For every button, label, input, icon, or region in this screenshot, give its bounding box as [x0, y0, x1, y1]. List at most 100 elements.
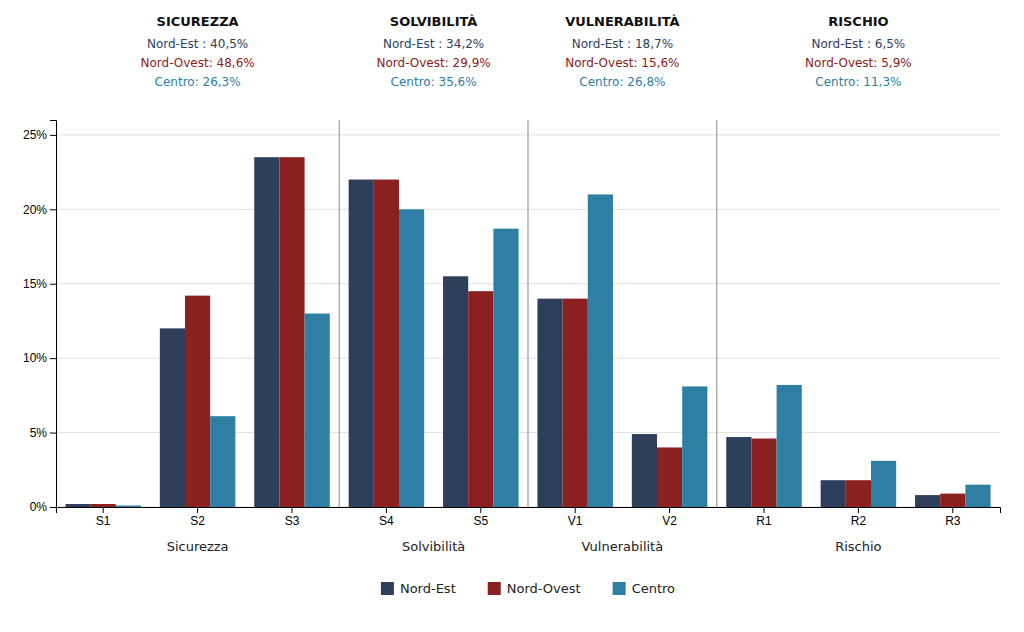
bar — [493, 229, 518, 507]
y-tick-label: 25% — [23, 128, 47, 142]
y-tick-mark — [50, 433, 56, 434]
header-line: Nord-Est : 40,5% — [147, 37, 248, 51]
x-tick-label: R2 — [851, 514, 867, 528]
x-tick: S3 — [285, 507, 300, 528]
x-tick-label: V2 — [662, 514, 677, 528]
y-tick: 0% — [30, 500, 56, 514]
y-tick-label: 10% — [23, 351, 47, 365]
legend-swatch — [381, 582, 394, 595]
bar — [682, 386, 707, 507]
x-tick-mark — [386, 507, 387, 513]
bar — [915, 495, 940, 507]
x-tick-label: V1 — [568, 514, 583, 528]
y-tick-label: 20% — [23, 203, 47, 217]
bar — [965, 485, 990, 507]
x-tick: S5 — [473, 507, 488, 528]
group-divider — [716, 120, 717, 507]
legend-swatch — [488, 582, 501, 595]
legend-label: Nord-Ovest — [507, 581, 581, 596]
bar — [751, 439, 776, 507]
group-label: Vulnerabilità — [582, 539, 664, 554]
bar — [632, 434, 657, 507]
x-tick: S1 — [96, 507, 111, 528]
y-tick-label: 0% — [30, 500, 48, 514]
header-line: Nord-Ovest: 48,6% — [141, 56, 255, 70]
bar — [563, 299, 588, 507]
texts: Sicurezza Solvibilità Vulnerabilità Rischio — [167, 539, 882, 554]
x-tick: R1 — [756, 507, 772, 528]
dividers — [339, 120, 717, 507]
bar — [91, 504, 116, 507]
x-tick-mark — [103, 507, 104, 513]
bar — [160, 328, 185, 507]
header-line: Nord-Ovest: 15,6% — [565, 56, 679, 70]
header-line: Nord-Est : 6,5% — [812, 37, 906, 51]
y-tick-label: 15% — [23, 277, 47, 291]
y-tick-mark — [50, 209, 56, 210]
bar — [468, 291, 493, 507]
header-line: Nord-Ovest: 5,9% — [805, 56, 912, 70]
x-axis: S1 S2 S3 S4 S5 V1 V2 R1 R2 R3 — [57, 507, 1001, 528]
legend-swatch — [613, 582, 626, 595]
y-tick: 20% — [23, 203, 56, 217]
x-tick-label: S5 — [473, 514, 488, 528]
x-tick-label: R3 — [945, 514, 961, 528]
x-tick: S2 — [190, 507, 205, 528]
header-line: Nord-Est : 34,2% — [383, 37, 484, 51]
y-tick: 25% — [23, 128, 56, 142]
x-axis-line — [57, 508, 1001, 514]
group-divider — [339, 120, 340, 507]
bar — [210, 416, 235, 507]
header-line: Nord-Est : 18,7% — [572, 37, 673, 51]
bar-series — [65, 157, 940, 507]
group-label: Solvibilità — [402, 539, 465, 554]
bar — [777, 385, 802, 507]
y-tick-mark — [50, 358, 56, 359]
header-line: Centro: 26,8% — [579, 75, 665, 89]
bar — [349, 180, 374, 507]
group-label: Rischio — [835, 539, 881, 554]
header-line: Centro: 35,6% — [391, 75, 477, 89]
y-tick-label: 5% — [30, 426, 48, 440]
header: SICUREZZANord-Est : 40,5%Nord-Ovest: 48,… — [141, 14, 255, 89]
x-tick-label: S2 — [190, 514, 205, 528]
x-tick: V2 — [662, 507, 677, 528]
bar — [821, 480, 846, 507]
x-tick-label: R1 — [756, 514, 772, 528]
legend-item: Nord-Est — [381, 581, 456, 596]
bar — [871, 461, 896, 507]
x-tick: S4 — [379, 507, 394, 528]
bar — [305, 314, 330, 508]
bar — [588, 194, 613, 507]
y-axis: 0% 5% 10% 15% 20% 25% — [23, 121, 57, 515]
header: SOLVIBILITÀ Nord-Est : 34,2% Nord-Ovest: 2… — [377, 14, 491, 89]
bar — [399, 209, 424, 507]
group-label: Sicurezza — [167, 539, 229, 554]
legend-label: Nord-Est — [400, 581, 456, 596]
y-tick: 15% — [23, 277, 56, 291]
legend: Nord-Est Nord-Ovest Centro — [381, 581, 675, 596]
x-tick-mark — [669, 507, 670, 513]
x-tick-mark — [858, 507, 859, 513]
x-tick-label: S1 — [96, 514, 111, 528]
bar — [443, 276, 468, 507]
x-tick-mark — [292, 507, 293, 513]
bar — [726, 437, 751, 507]
bar — [185, 296, 210, 507]
header-title: SOLVIBILITÀ — [390, 14, 478, 29]
header-line: Centro: 26,3% — [155, 75, 241, 89]
x-tick-mark — [575, 507, 576, 513]
y-tick: 5% — [30, 426, 56, 440]
plot: 0% 5% 10% 15% 20% 25% S1 S2 S3 S4 S5 V1 V2 R1 R2 R3 — [23, 120, 1001, 528]
header-title: RISCHIO — [828, 14, 889, 29]
legend-label: Centro — [632, 581, 675, 596]
header: VULNERABILITÀNord-Est : 18,7%Nord-Ovest:… — [565, 14, 680, 89]
header-line: Nord-Ovest: 29,9% — [377, 56, 491, 70]
x-tick-mark — [480, 507, 481, 513]
header: RISCHIONord-Est : 6,5%Nord-Ovest: 5,9%Ce… — [805, 14, 912, 89]
y-tick-mark — [50, 507, 56, 508]
y-tick: 10% — [23, 351, 56, 365]
bar — [254, 157, 279, 507]
chart: 0% 5% 10% 15% 20% 25% S1 S2 S3 S4 S5 V1 V2 R1 R2 R3 Sicu… — [0, 0, 1024, 632]
bar — [65, 504, 90, 507]
